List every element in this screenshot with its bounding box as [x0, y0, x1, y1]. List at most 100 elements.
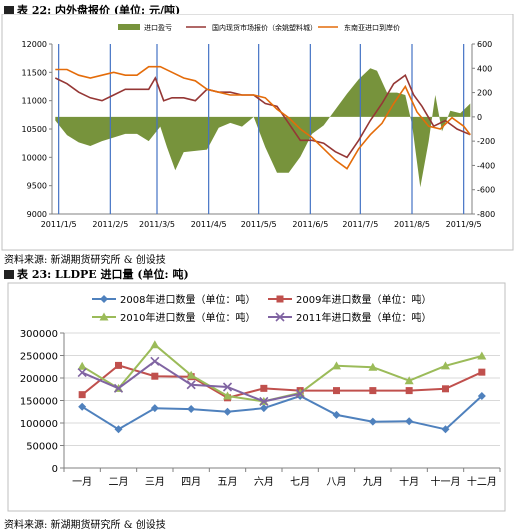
- chart1-left-tick-label: 10000: [22, 153, 47, 162]
- chart2-y-tick-label: 250000: [20, 352, 58, 363]
- chart2-legend-label: 2010年进口数量（单位：吨）: [120, 311, 255, 324]
- chart2-point-2008: [405, 417, 414, 426]
- chart1-left-tick-label: 9500: [27, 182, 47, 191]
- chart2-frame: [7, 282, 506, 512]
- chart1-right-tick-label: 0: [477, 113, 482, 122]
- chart1-right-tick-label: -200: [477, 137, 495, 146]
- chart1-import-price: 9000 9500 10000 10500 11000 11500 12000 -800 -60…: [1, 14, 514, 251]
- chart2-point-2009: [478, 368, 486, 376]
- chart2-y-tick-label: 100000: [20, 419, 58, 430]
- chart1-series-far-east-line: [55, 65, 471, 170]
- chart1-legend-swatch: [118, 24, 140, 30]
- chart2-x-tick-label: 五月: [218, 476, 238, 488]
- chart2-point-2010: [150, 340, 160, 349]
- chart1-right-tick-label: -600: [477, 186, 495, 195]
- chart2-point-2011: [150, 356, 160, 366]
- chart1-x-tick-label: 2011/8/5: [394, 220, 430, 229]
- chart1-right-tick-label: -400: [477, 161, 495, 170]
- chart2-point-2009: [115, 361, 122, 369]
- chart2-x-tick-label: 十一月: [431, 475, 461, 488]
- chart2-point-2009: [442, 385, 449, 393]
- chart2-point-2008: [441, 425, 450, 434]
- chart2-point-2009: [151, 372, 159, 380]
- chart2-point-2008: [259, 404, 268, 413]
- caption-marker-icon: [4, 270, 14, 279]
- chart1-x-tick-label: 2011/5/5: [241, 220, 277, 229]
- chart1-left-tick-label: 9000: [27, 210, 47, 219]
- chart1-series-import-margin-area: [55, 68, 471, 188]
- chart1-x-tick-label: 2011/7/5: [342, 220, 378, 229]
- chart2-x-tick-label: 六月: [254, 476, 274, 488]
- chart1-legend-label: 东南亚进口到岸价: [344, 23, 400, 32]
- chart1-right-tick-label: 200: [477, 89, 492, 98]
- chart2-legend-label: 2009年进口数量（单位：吨）: [296, 293, 431, 306]
- chart2-point-2009: [78, 391, 86, 399]
- chart2-point-2008: [187, 405, 196, 414]
- chart2-legend-marker: [100, 295, 108, 303]
- chart2-x-tick-label: 十月: [399, 475, 419, 488]
- chart1-x-tick-label: 2011/9/5: [446, 220, 482, 229]
- chart2-title: 表 23: LLDPE 进口量 (单位: 吨): [17, 268, 189, 281]
- chart1-x-tick-label: 2011/6/5: [292, 220, 328, 229]
- chart1-left-tick-label: 12000: [22, 40, 47, 49]
- chart2-x-tick-label: 十二月: [467, 475, 497, 488]
- chart2-legend-label: 2011年进口数量（单位：吨）: [296, 311, 431, 324]
- chart2-point-2008: [114, 425, 123, 434]
- chart2-y-tick-label: 50000: [26, 442, 58, 453]
- chart1-x-tick-label: 2011/2/5: [92, 220, 128, 229]
- chart1-series-domestic-line: [54, 73, 471, 159]
- chart2-series-line-2008: [81, 394, 483, 431]
- chart2-point-2008: [477, 392, 486, 400]
- chart2-y-tick-label: 200000: [20, 374, 58, 385]
- chart2-x-tick-label: 二月: [109, 476, 129, 488]
- chart2-caption: 表 23: LLDPE 进口量 (单位: 吨): [4, 266, 189, 282]
- chart2-point-2011: [295, 389, 305, 399]
- chart2-legend-marker: [276, 295, 284, 303]
- chart1-left-tick-label: 10500: [22, 125, 47, 134]
- chart1-legend-label: 国内现货市场报价（余姚塑料城）: [212, 23, 317, 32]
- chart2-x-tick-label: 一月: [72, 476, 92, 488]
- chart2-x-tick-label: 八月: [327, 476, 347, 488]
- chart2-legend-marker: [275, 312, 285, 322]
- chart2-series-line-2009: [81, 364, 483, 399]
- chart2-legend-label: 2008年进口数量（单位：吨）: [120, 293, 255, 306]
- chart1-source: 资料来源: 新湖期货研究所 & 创设技: [4, 255, 166, 266]
- chart2-point-2010: [477, 351, 487, 360]
- chart2-x-tick-label: 七月: [290, 476, 310, 488]
- chart2-x-tick-label: 三月: [145, 476, 165, 488]
- chart1-right-tick-label: -800: [477, 210, 495, 219]
- chart2-point-2010: [223, 391, 232, 400]
- chart2-point-2011: [77, 368, 87, 378]
- chart2-y-tick-label: 300000: [20, 329, 58, 340]
- chart2-legend-marker: [99, 312, 109, 321]
- chart1-left-tick-label: 11500: [22, 68, 47, 77]
- chart2-point-2009: [405, 387, 413, 395]
- chart1-x-tick-label: 2011/1/5: [41, 220, 77, 229]
- caption-marker-icon: [4, 6, 14, 15]
- chart2-point-2011: [259, 396, 269, 406]
- chart2-x-tick-label: 四月: [181, 476, 201, 488]
- chart2-point-2010: [441, 361, 450, 370]
- chart2-point-2009: [260, 384, 268, 392]
- chart2-point-2008: [368, 417, 377, 426]
- chart2-point-2010: [77, 361, 87, 370]
- chart2-lldpe-import-volume: 0 50000 100000 150000 200000 250000 300000 一月 二月…: [7, 282, 506, 512]
- chart1-left-tick-label: 11000: [22, 97, 47, 106]
- chart1-legend-label: 进口盈亏: [144, 24, 172, 32]
- chart2-point-2010: [186, 370, 196, 379]
- chart2-point-2011: [186, 380, 196, 390]
- chart2-point-2008: [223, 407, 232, 416]
- chart2-point-2008: [332, 410, 341, 419]
- chart2-point-2011: [113, 383, 124, 393]
- chart1-right-tick-label: 400: [477, 64, 492, 73]
- chart2-point-2010: [404, 376, 414, 385]
- chart2-point-2010: [368, 362, 378, 371]
- chart2-point-2008: [78, 402, 87, 411]
- chart2-x-tick-label: 九月: [363, 476, 383, 488]
- chart2-point-2008: [150, 404, 159, 413]
- chart1-x-tick-label: 2011/4/5: [191, 220, 227, 229]
- chart1-right-tick-label: 600: [477, 40, 492, 49]
- chart2-point-2011: [222, 382, 233, 392]
- chart2-point-2009: [333, 387, 340, 395]
- chart2-y-tick-label: 0: [52, 464, 58, 475]
